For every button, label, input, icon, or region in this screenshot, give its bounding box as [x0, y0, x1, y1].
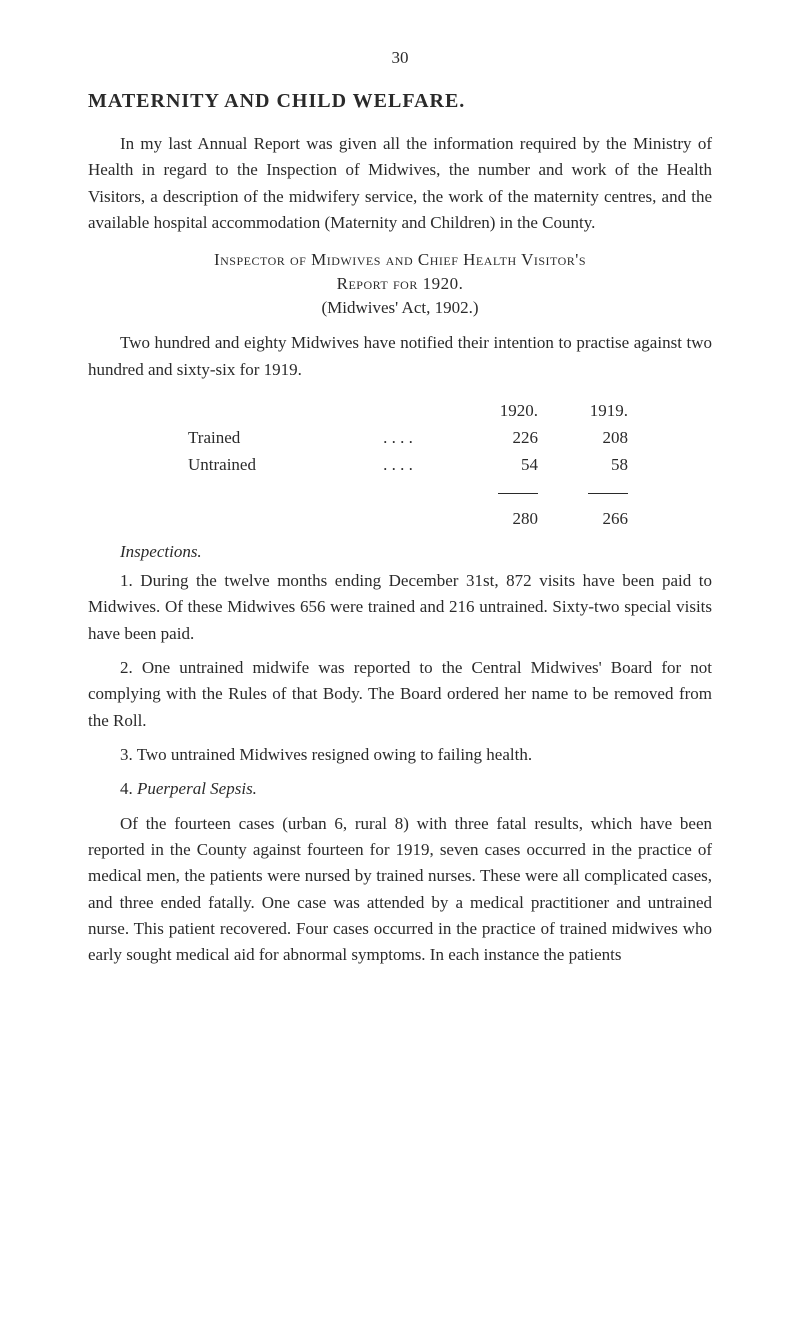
- table-label-trained: Trained: [88, 424, 348, 451]
- item4-italic: Puerperal Sepsis.: [137, 779, 257, 798]
- numbered-item-2: 2. One untrained midwife was reported to…: [88, 655, 712, 734]
- table-header-1919: 1919.: [538, 397, 628, 424]
- page-number: 30: [88, 48, 712, 68]
- subheading-line-2: Report for 1920.: [88, 274, 712, 294]
- table-row: Untrained . . . . 54 58: [88, 451, 712, 478]
- table-value: 54: [448, 451, 538, 478]
- rule-line: [588, 493, 628, 494]
- numbered-item-4: 4. Puerperal Sepsis.: [88, 776, 712, 802]
- final-paragraph: Of the fourteen cases (urban 6, rural 8)…: [88, 811, 712, 969]
- table-value: 226: [448, 424, 538, 451]
- table-header-row: 1920. 1919.: [88, 397, 712, 424]
- subheading-line-3: (Midwives' Act, 1902.): [88, 298, 712, 318]
- midwives-table: 1920. 1919. Trained . . . . 226 208 Untr…: [88, 397, 712, 532]
- table-total: 280: [448, 505, 538, 532]
- intro-paragraph: In my last Annual Report was given all t…: [88, 131, 712, 236]
- numbered-item-1: 1. During the twelve months ending Decem…: [88, 568, 712, 647]
- rule-line: [498, 493, 538, 494]
- table-header-blank: [88, 397, 348, 424]
- table-total-row: 280 266: [88, 505, 712, 532]
- numbered-item-3: 3. Two untrained Midwives resigned owing…: [88, 742, 712, 768]
- table-dots: . . . .: [348, 451, 448, 478]
- inspections-label: Inspections.: [88, 542, 712, 562]
- paragraph-two: Two hundred and eighty Midwives have not…: [88, 330, 712, 383]
- table-value: 208: [538, 424, 628, 451]
- table-total: 266: [538, 505, 628, 532]
- subheading-line-1: Inspector of Midwives and Chief Health V…: [88, 250, 712, 270]
- table-row: Trained . . . . 226 208: [88, 424, 712, 451]
- table-dots: . . . .: [348, 424, 448, 451]
- main-heading: MATERNITY AND CHILD WELFARE.: [88, 90, 712, 113]
- table-header-1920: 1920.: [448, 397, 538, 424]
- table-value: 58: [538, 451, 628, 478]
- table-rule: [88, 481, 712, 499]
- table-header-blank2: [348, 397, 448, 424]
- item4-prefix: 4.: [120, 779, 137, 798]
- table-label-untrained: Untrained: [88, 451, 348, 478]
